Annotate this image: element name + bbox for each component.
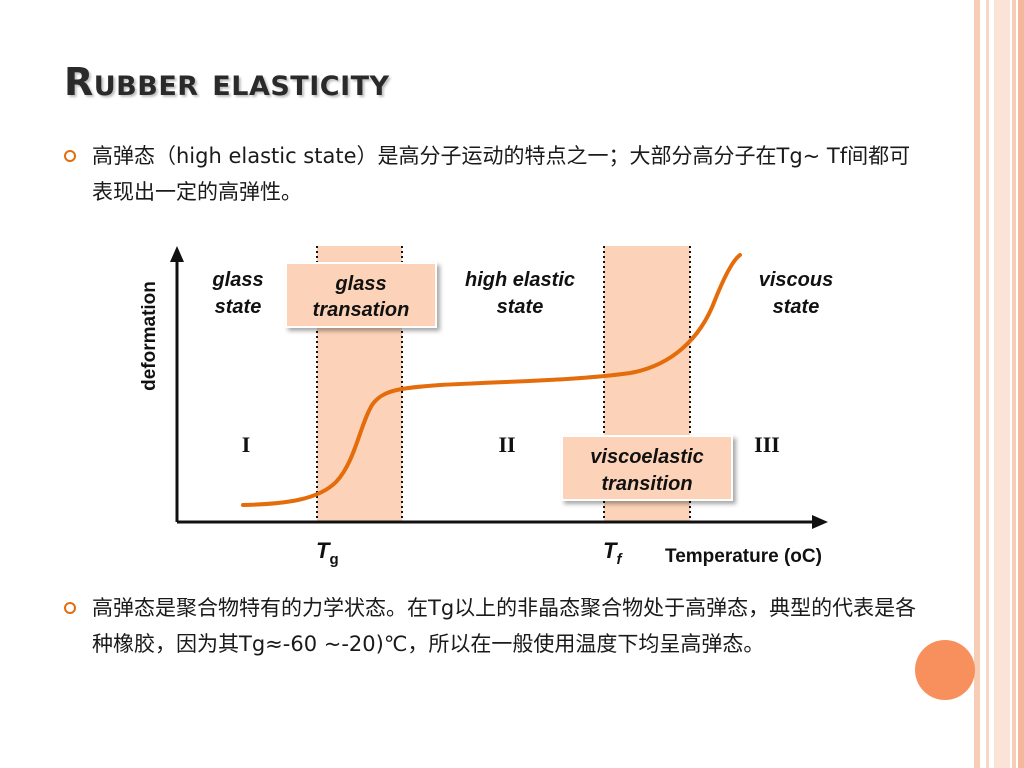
decorative-stripe — [994, 0, 1010, 768]
bullet-icon — [64, 150, 76, 162]
slide-title: Rubber elasticity — [64, 60, 390, 104]
viscoelastic-transition-box — [561, 435, 733, 501]
tf-marker: Tf — [603, 538, 623, 568]
glass-transition-box — [285, 262, 437, 328]
decorative-stripe — [974, 0, 980, 768]
deformation-curve — [241, 253, 742, 507]
glass-transition-label: transation — [313, 299, 410, 321]
viscoelastic-transition-label: viscoelastic — [590, 446, 703, 468]
decorative-stripe — [1018, 0, 1024, 768]
region-numeral-2: II — [498, 432, 515, 457]
glass-state-label: glass — [211, 269, 263, 291]
viscoelastic-transition-label: transition — [601, 473, 692, 495]
region-numeral-3: III — [754, 432, 780, 457]
glass-state-label: state — [215, 296, 262, 318]
decorative-stripe — [986, 0, 989, 768]
high-elastic-state-label: high elastic — [465, 269, 575, 291]
y-axis-label: deformation — [139, 281, 160, 391]
y-axis-arrow-icon — [170, 246, 184, 262]
glass-transition-label: glass — [334, 273, 386, 295]
tg-marker: Tg — [316, 538, 339, 568]
viscous-state-label: viscous — [759, 269, 833, 291]
bullet-text-2: 高弹态是聚合物特有的力学状态。在Tg以上的非晶态聚合物处于高弹态，典型的代表是各… — [92, 596, 917, 656]
viscous-state-label: state — [773, 296, 820, 318]
region-numeral-1: I — [242, 432, 251, 457]
x-axis-arrow-icon — [812, 515, 828, 529]
x-axis-label: Temperature (oC) — [665, 546, 822, 567]
high-elastic-state-label: state — [497, 296, 544, 318]
bullet-text-1: 高弹态（high elastic state）是高分子运动的特点之一；大部分高分… — [92, 144, 911, 204]
bullet-icon — [64, 602, 76, 614]
decorative-stripe — [1012, 0, 1016, 768]
decorative-circle — [915, 640, 975, 700]
